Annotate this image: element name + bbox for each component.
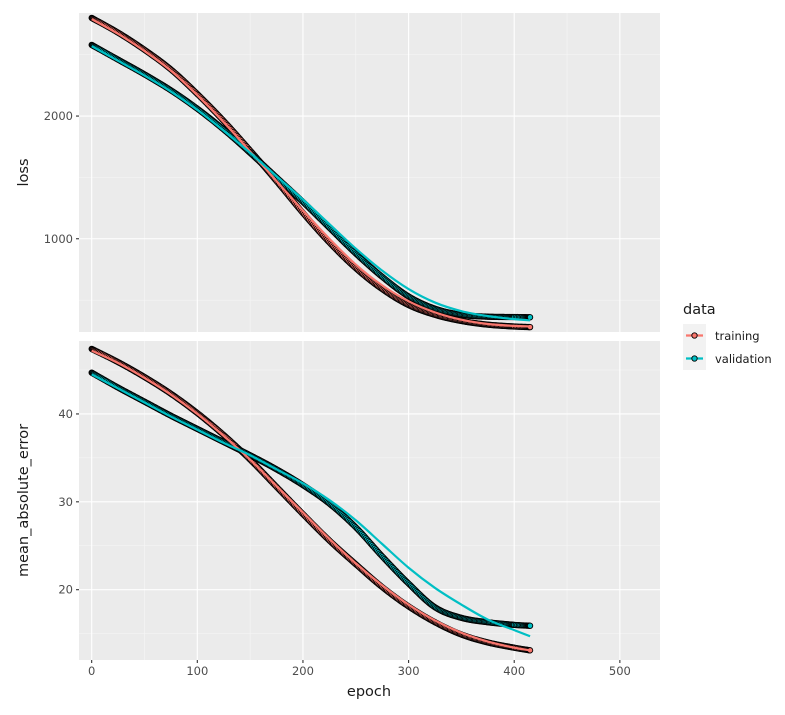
legend-title: data bbox=[683, 302, 716, 318]
x-tick-label: 400 bbox=[503, 664, 525, 678]
legend-label-validation: validation bbox=[715, 352, 772, 366]
loss-panel: 1000 2000 loss bbox=[16, 13, 660, 332]
y-axis-title: mean_absolute_error bbox=[16, 424, 32, 577]
x-tick-label: 300 bbox=[398, 664, 420, 678]
legend-point-training bbox=[691, 332, 698, 339]
series-training-smooth-line bbox=[91, 349, 531, 652]
mae-panel: 20 30 40 mean_absolute_error bbox=[16, 341, 660, 660]
y-tick-label: 2000 bbox=[44, 109, 73, 123]
x-axis-title: epoch bbox=[347, 684, 391, 700]
x-tick-label: 0 bbox=[88, 664, 95, 678]
series-training-smooth-line bbox=[91, 18, 531, 328]
x-tick-label: 200 bbox=[292, 664, 314, 678]
plot-area bbox=[88, 14, 534, 331]
y-axis-title: loss bbox=[16, 158, 32, 186]
series-validation-smooth-line bbox=[91, 373, 531, 638]
legend-point-validation bbox=[691, 355, 698, 362]
y-tick-label: 1000 bbox=[44, 232, 73, 246]
x-tick-label: 500 bbox=[609, 664, 631, 678]
panel-background bbox=[79, 13, 660, 332]
y-tick-label: 40 bbox=[58, 407, 73, 421]
legend-label-training: training bbox=[715, 329, 760, 343]
x-axis: 0 100 200 300 400 500 bbox=[88, 660, 631, 678]
series-validation-smooth-line bbox=[91, 45, 531, 322]
plot-area bbox=[88, 345, 534, 654]
data-point bbox=[526, 622, 534, 629]
x-tick-label: 100 bbox=[186, 664, 208, 678]
y-tick-label: 30 bbox=[58, 495, 73, 509]
legend: data training validation bbox=[683, 302, 772, 370]
y-tick-label: 20 bbox=[58, 583, 73, 597]
